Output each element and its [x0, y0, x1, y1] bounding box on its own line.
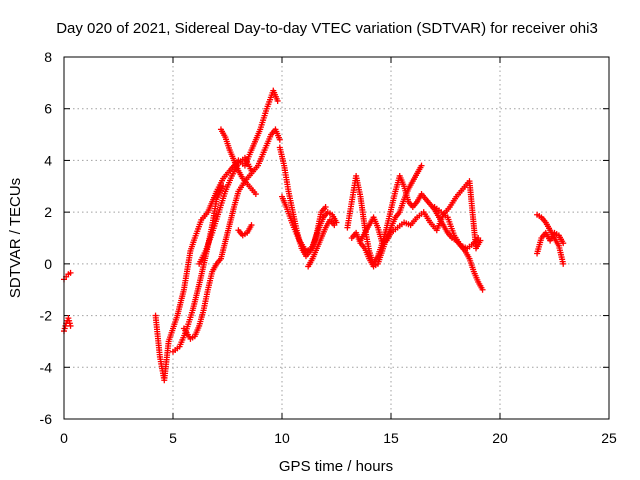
x-tick-label: 5	[169, 430, 177, 446]
x-tick-label: 20	[492, 430, 508, 446]
data-point	[67, 269, 74, 276]
series-seg-c	[152, 87, 281, 384]
data-point	[248, 167, 255, 174]
data-point	[560, 260, 567, 267]
x-tick-label: 10	[274, 430, 290, 446]
series-seg-q	[534, 229, 567, 257]
data-point	[67, 322, 74, 329]
data-point	[276, 136, 283, 143]
data-point	[479, 286, 486, 293]
y-tick-label: -4	[40, 359, 53, 375]
x-tick-label: 0	[60, 430, 68, 446]
series-seg-o	[431, 203, 482, 252]
x-axis-label: GPS time / hours	[279, 458, 393, 475]
data-point	[560, 240, 567, 247]
x-tick-label: 25	[601, 430, 617, 446]
y-tick-label: 8	[44, 49, 52, 65]
x-tick-label: 15	[383, 430, 399, 446]
chart-title: Day 020 of 2021, Sidereal Day-to-day VTE…	[56, 20, 598, 37]
plot-frame	[63, 56, 610, 420]
data-point	[475, 235, 482, 241]
data-point	[331, 222, 338, 229]
y-tick-label: -6	[40, 411, 53, 427]
y-tick-label: -2	[40, 308, 53, 324]
series-seg-j	[279, 193, 329, 254]
data-point	[418, 162, 425, 169]
y-axis-label: SDTVAR / TECUs	[7, 178, 24, 298]
axis-ticks: 0 5 10 15 20 25 -6 -4 -2 0 2 4 6 8	[40, 49, 617, 446]
series-seg-g	[217, 126, 259, 198]
grid-lines	[64, 57, 609, 419]
series-seg-a	[61, 269, 74, 283]
y-tick-label: 2	[44, 204, 52, 220]
data-point	[322, 203, 329, 210]
y-tick-label: 0	[44, 256, 52, 272]
data-point	[274, 97, 281, 104]
series-seg-f	[196, 154, 255, 267]
series-seg-i	[276, 144, 340, 260]
series-seg-k	[305, 216, 338, 270]
data-point	[252, 191, 259, 198]
data-point	[248, 222, 255, 229]
series-seg-e	[180, 126, 283, 342]
data-points	[61, 87, 567, 384]
series-seg-n	[357, 178, 484, 252]
y-tick-label: 6	[44, 101, 52, 117]
y-tick-label: 4	[44, 152, 52, 168]
series-seg-b	[61, 315, 74, 335]
series-seg-h	[235, 222, 255, 239]
data-point	[220, 183, 227, 190]
